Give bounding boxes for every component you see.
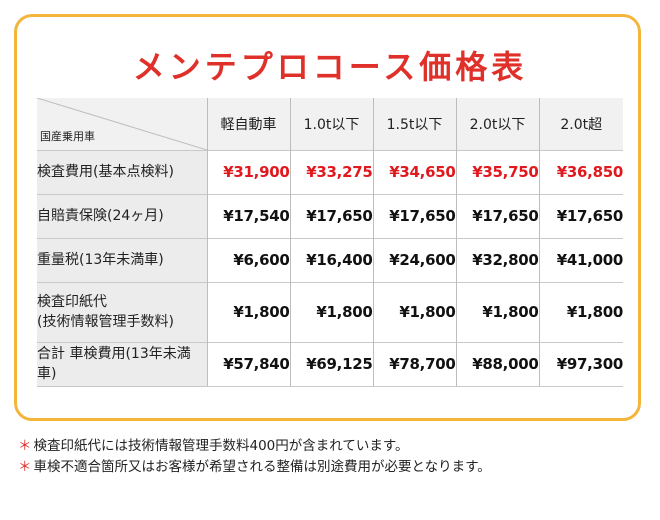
row-label: 検査費用(基本点検料) bbox=[37, 149, 207, 194]
row-label: 重量税(13年未満車) bbox=[37, 237, 207, 282]
page-title: メンテプロコース価格表 bbox=[132, 48, 528, 86]
price-cell: ¥31,900 bbox=[206, 149, 290, 194]
note-text: 車検不適合箇所又はお客様が希望される整備は別途費用が必要となります。 bbox=[33, 459, 491, 475]
price-cell: ¥41,000 bbox=[538, 237, 623, 282]
price-cell: ¥1,800 bbox=[289, 281, 373, 342]
price-cell: ¥17,650 bbox=[538, 193, 623, 238]
column-header: 1.0t以下 bbox=[289, 98, 373, 150]
price-cell: ¥17,540 bbox=[206, 193, 290, 238]
table-row: 検査費用(基本点検料) ¥31,900 ¥33,275 ¥34,650 ¥35,750 ¥… bbox=[37, 149, 623, 194]
corner-label: 国産乗用車 bbox=[40, 129, 95, 143]
price-cell: ¥34,650 bbox=[372, 149, 456, 194]
price-cell: ¥78,700 bbox=[372, 341, 456, 387]
column-header: 2.0t超 bbox=[538, 98, 623, 150]
table-row: 自賠責保険(24ヶ月) ¥17,540 ¥17,650 ¥17,650 ¥17,650 ¥… bbox=[37, 193, 623, 238]
row-label-line: 合計 車検費用(13年未満車) bbox=[37, 346, 191, 382]
price-cell: ¥6,600 bbox=[206, 237, 290, 282]
row-label-line: 検査費用(基本点検料) bbox=[37, 164, 174, 180]
price-cell: ¥16,400 bbox=[289, 237, 373, 282]
asterisk-icon: ＊ bbox=[18, 459, 32, 475]
price-cell: ¥1,800 bbox=[538, 281, 623, 342]
price-cell: ¥1,800 bbox=[372, 281, 456, 342]
diagonal-divider bbox=[37, 98, 207, 150]
price-cell: ¥57,840 bbox=[206, 341, 290, 387]
column-header: 軽自動車 bbox=[206, 98, 290, 150]
notes: ＊検査印紙代には技術情報管理手数料400円が含まれています。 ＊車検不適合箇所又… bbox=[18, 436, 491, 478]
row-label: 自賠責保険(24ヶ月) bbox=[37, 193, 207, 238]
price-cell: ¥69,125 bbox=[289, 341, 373, 387]
price-cell: ¥88,000 bbox=[455, 341, 539, 387]
table-row: 重量税(13年未満車) ¥6,600 ¥16,400 ¥24,600 ¥32,800 ¥4… bbox=[37, 237, 623, 282]
header-row: 国産乗用車 軽自動車 1.0t以下 1.5t以下 2.0t以下 2.0t超 bbox=[37, 98, 623, 150]
price-cell: ¥17,650 bbox=[372, 193, 456, 238]
note-text: 検査印紙代には技術情報管理手数料400円が含まれています。 bbox=[33, 438, 409, 454]
table-row: 合計 車検費用(13年未満車) ¥57,840 ¥69,125 ¥78,700 ¥88,… bbox=[37, 341, 623, 387]
row-label: 検査印紙代 (技術情報管理手数料) bbox=[37, 281, 207, 342]
price-cell: ¥1,800 bbox=[206, 281, 290, 342]
price-cell: ¥36,850 bbox=[538, 149, 623, 194]
price-cell: ¥35,750 bbox=[455, 149, 539, 194]
price-table: 国産乗用車 軽自動車 1.0t以下 1.5t以下 2.0t以下 2.0t超 検査… bbox=[37, 98, 623, 387]
column-header: 1.5t以下 bbox=[372, 98, 456, 150]
row-label-line: 検査印紙代 bbox=[37, 294, 107, 310]
note-item: ＊車検不適合箇所又はお客様が希望される整備は別途費用が必要となります。 bbox=[18, 457, 491, 478]
price-cell: ¥17,650 bbox=[289, 193, 373, 238]
note-item: ＊検査印紙代には技術情報管理手数料400円が含まれています。 bbox=[18, 436, 491, 457]
price-cell: ¥17,650 bbox=[455, 193, 539, 238]
price-cell: ¥33,275 bbox=[289, 149, 373, 194]
price-cell: ¥32,800 bbox=[455, 237, 539, 282]
row-label-line: 自賠責保険(24ヶ月) bbox=[37, 208, 164, 224]
table-row: 検査印紙代 (技術情報管理手数料) ¥1,800 ¥1,800 ¥1,800 ¥1,800… bbox=[37, 281, 623, 342]
row-label-line: 重量税(13年未満車) bbox=[37, 252, 164, 268]
corner-cell: 国産乗用車 bbox=[37, 98, 207, 150]
price-cell: ¥24,600 bbox=[372, 237, 456, 282]
asterisk-icon: ＊ bbox=[18, 438, 32, 454]
price-cell: ¥97,300 bbox=[538, 341, 623, 387]
price-cell: ¥1,800 bbox=[455, 281, 539, 342]
row-label: 合計 車検費用(13年未満車) bbox=[37, 341, 207, 387]
column-header: 2.0t以下 bbox=[455, 98, 539, 150]
row-label-line: (技術情報管理手数料) bbox=[37, 314, 174, 330]
